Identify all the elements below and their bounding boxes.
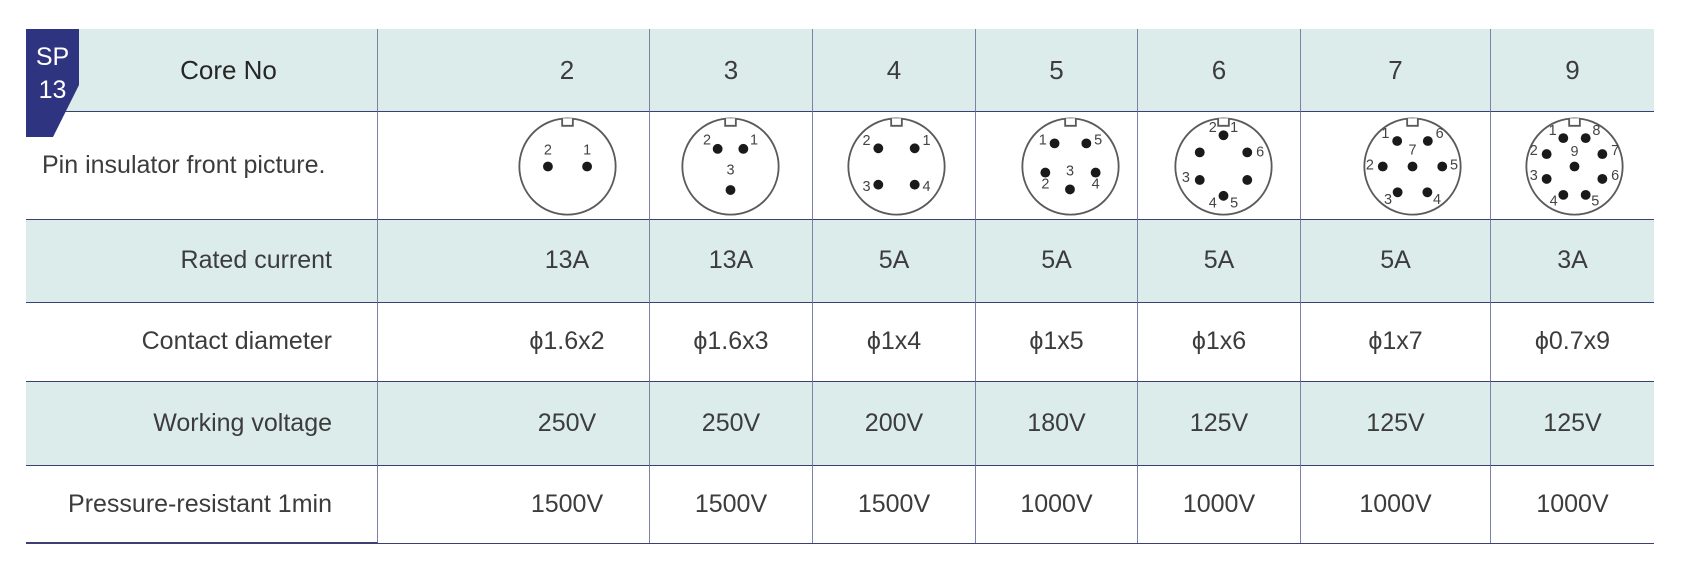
svg-text:3: 3	[726, 163, 734, 179]
svg-text:1: 1	[922, 133, 930, 149]
svg-text:4: 4	[1209, 196, 1217, 212]
svg-text:1: 1	[583, 143, 591, 159]
svg-text:4: 4	[1550, 194, 1558, 210]
svg-text:3: 3	[1066, 163, 1074, 179]
svg-text:8: 8	[1592, 123, 1600, 139]
svg-text:7: 7	[1611, 143, 1619, 159]
svg-text:1: 1	[1039, 132, 1047, 148]
svg-text:4: 4	[1092, 177, 1100, 193]
svg-text:2: 2	[703, 133, 711, 149]
svg-text:6: 6	[1256, 145, 1264, 161]
svg-text:5: 5	[1230, 196, 1238, 212]
svg-text:3: 3	[863, 179, 871, 195]
svg-text:4: 4	[922, 179, 930, 195]
svg-text:7: 7	[1408, 143, 1416, 159]
svg-text:5: 5	[1094, 132, 1102, 148]
svg-text:2: 2	[1530, 143, 1538, 159]
svg-text:6: 6	[1611, 168, 1619, 184]
svg-text:2: 2	[1209, 120, 1217, 136]
svg-text:6: 6	[1436, 126, 1444, 142]
svg-text:3: 3	[1530, 168, 1538, 184]
svg-text:1: 1	[750, 133, 758, 149]
svg-text:9: 9	[1570, 144, 1578, 160]
svg-text:3: 3	[1384, 192, 1392, 208]
svg-text:2: 2	[544, 143, 552, 159]
svg-text:3: 3	[1182, 170, 1190, 186]
svg-text:5: 5	[1450, 158, 1458, 174]
svg-text:1: 1	[1549, 123, 1557, 139]
svg-text:2: 2	[1041, 177, 1049, 193]
svg-text:2: 2	[1366, 158, 1374, 174]
svg-text:5: 5	[1591, 194, 1599, 210]
svg-text:2: 2	[863, 133, 871, 149]
svg-text:1: 1	[1230, 120, 1238, 136]
svg-text:1: 1	[1381, 126, 1389, 142]
svg-text:4: 4	[1433, 192, 1441, 208]
